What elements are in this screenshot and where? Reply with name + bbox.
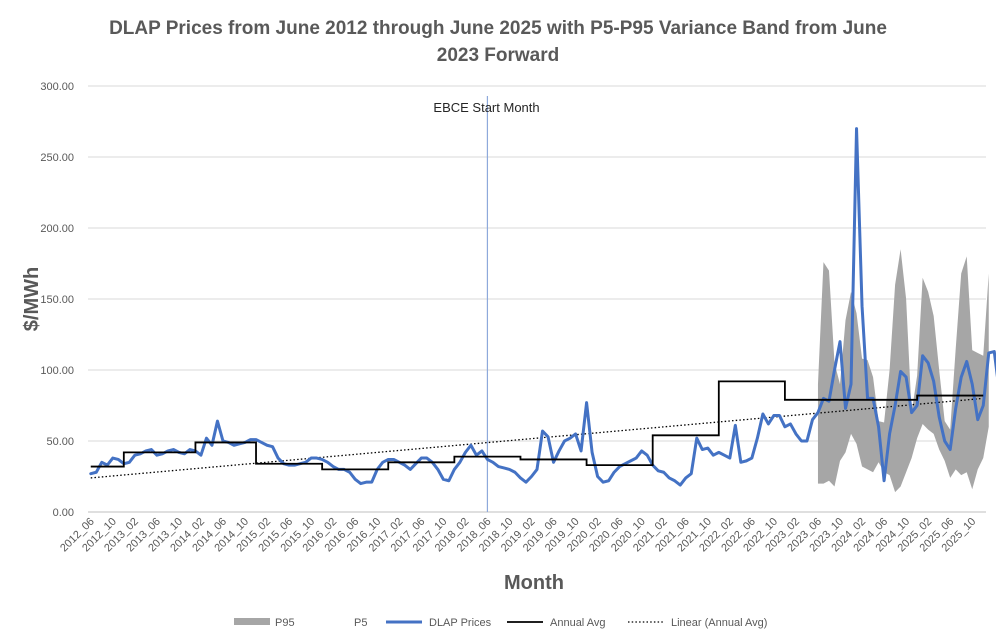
annotation-label: EBCE Start Month xyxy=(433,100,539,115)
legend-entry: DLAP Prices xyxy=(429,617,492,629)
chart-title-line-2: 2023 Forward xyxy=(437,45,560,66)
annotation-group: EBCE Start Month xyxy=(433,96,539,512)
legend-entry: P95 xyxy=(275,617,295,629)
chart-title-line-1: DLAP Prices from June 2012 through June … xyxy=(109,18,887,39)
y-tick-label: 50.00 xyxy=(46,436,74,448)
legend-entry: Annual Avg xyxy=(550,617,605,629)
y-tick-label: 0.00 xyxy=(53,507,74,519)
y-axis-ticks: 0.00 50.00 100.00 150.00 200.00 250.00 300.00 xyxy=(40,81,74,519)
legend-swatch-p95 xyxy=(234,618,270,625)
y-tick-label: 200.00 xyxy=(40,223,74,235)
x-axis-ticks: 2012_062012_102013_022013_062013_102014_… xyxy=(58,516,978,555)
y-tick-label: 300.00 xyxy=(40,81,74,93)
x-axis-label: Month xyxy=(504,572,564,594)
legend-entry: P5 xyxy=(354,617,367,629)
y-tick-label: 150.00 xyxy=(40,294,74,306)
legend: P95 P5 DLAP Prices Annual Avg Linear (Annual… xyxy=(234,617,767,629)
y-axis-label: $/MWh xyxy=(21,267,43,331)
legend-entry: Linear (Annual Avg) xyxy=(671,617,767,629)
y-tick-label: 250.00 xyxy=(40,152,74,164)
y-tick-label: 100.00 xyxy=(40,365,74,377)
